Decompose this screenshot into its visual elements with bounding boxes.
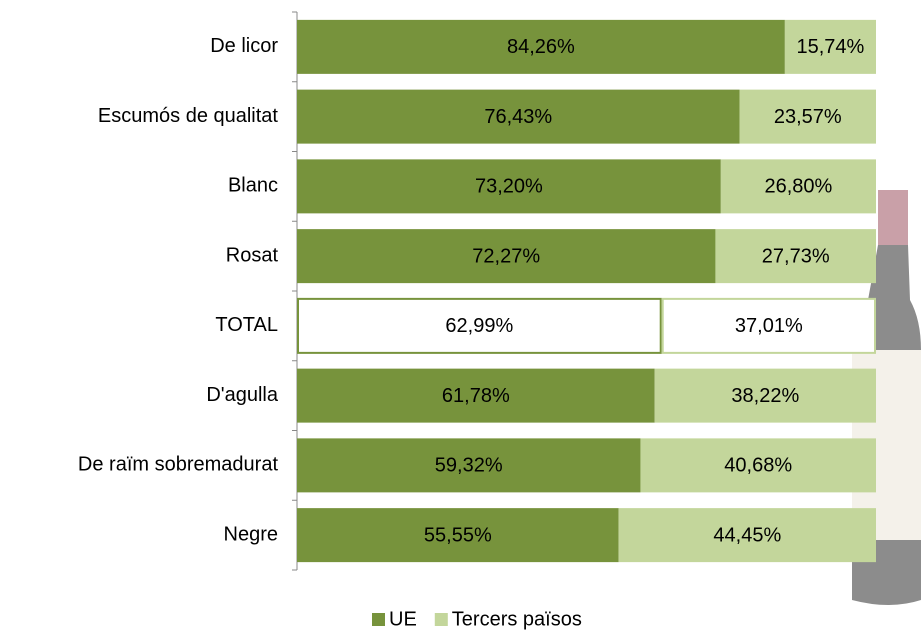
data-label: 84,26% (507, 36, 575, 58)
data-label: 23,57% (774, 106, 842, 128)
data-label: 26,80% (764, 176, 832, 198)
data-label: 72,27% (472, 245, 540, 267)
y-tick-label: Negre (224, 523, 278, 545)
data-label: 59,32% (435, 455, 503, 477)
y-tick-label: TOTAL (215, 314, 278, 336)
legend-swatch (372, 613, 385, 626)
data-label: 37,01% (735, 315, 803, 337)
legend-label: Tercers països (452, 608, 582, 630)
y-tick-label: Escumós de qualitat (98, 105, 279, 127)
data-label: 27,73% (762, 245, 830, 267)
data-label: 40,68% (724, 455, 792, 477)
legend-swatch (435, 613, 448, 626)
y-tick-label: Blanc (228, 175, 278, 197)
y-tick-label: D'agulla (206, 384, 279, 406)
data-label: 38,22% (731, 385, 799, 407)
data-label: 44,45% (713, 524, 781, 546)
data-label: 15,74% (797, 36, 865, 58)
data-label: 73,20% (475, 176, 543, 198)
chart: De licor 84,26% 15,74% Escumós de qualitat 7… (0, 0, 921, 635)
y-tick-label: De licor (210, 35, 278, 57)
y-tick-label: Rosat (226, 244, 279, 266)
legend-label: UE (389, 608, 417, 630)
data-label: 76,43% (484, 106, 552, 128)
y-tick-label: De raïm sobremadurat (78, 454, 279, 476)
data-label: 55,55% (424, 524, 492, 546)
data-label: 62,99% (445, 315, 513, 337)
data-label: 61,78% (442, 385, 510, 407)
